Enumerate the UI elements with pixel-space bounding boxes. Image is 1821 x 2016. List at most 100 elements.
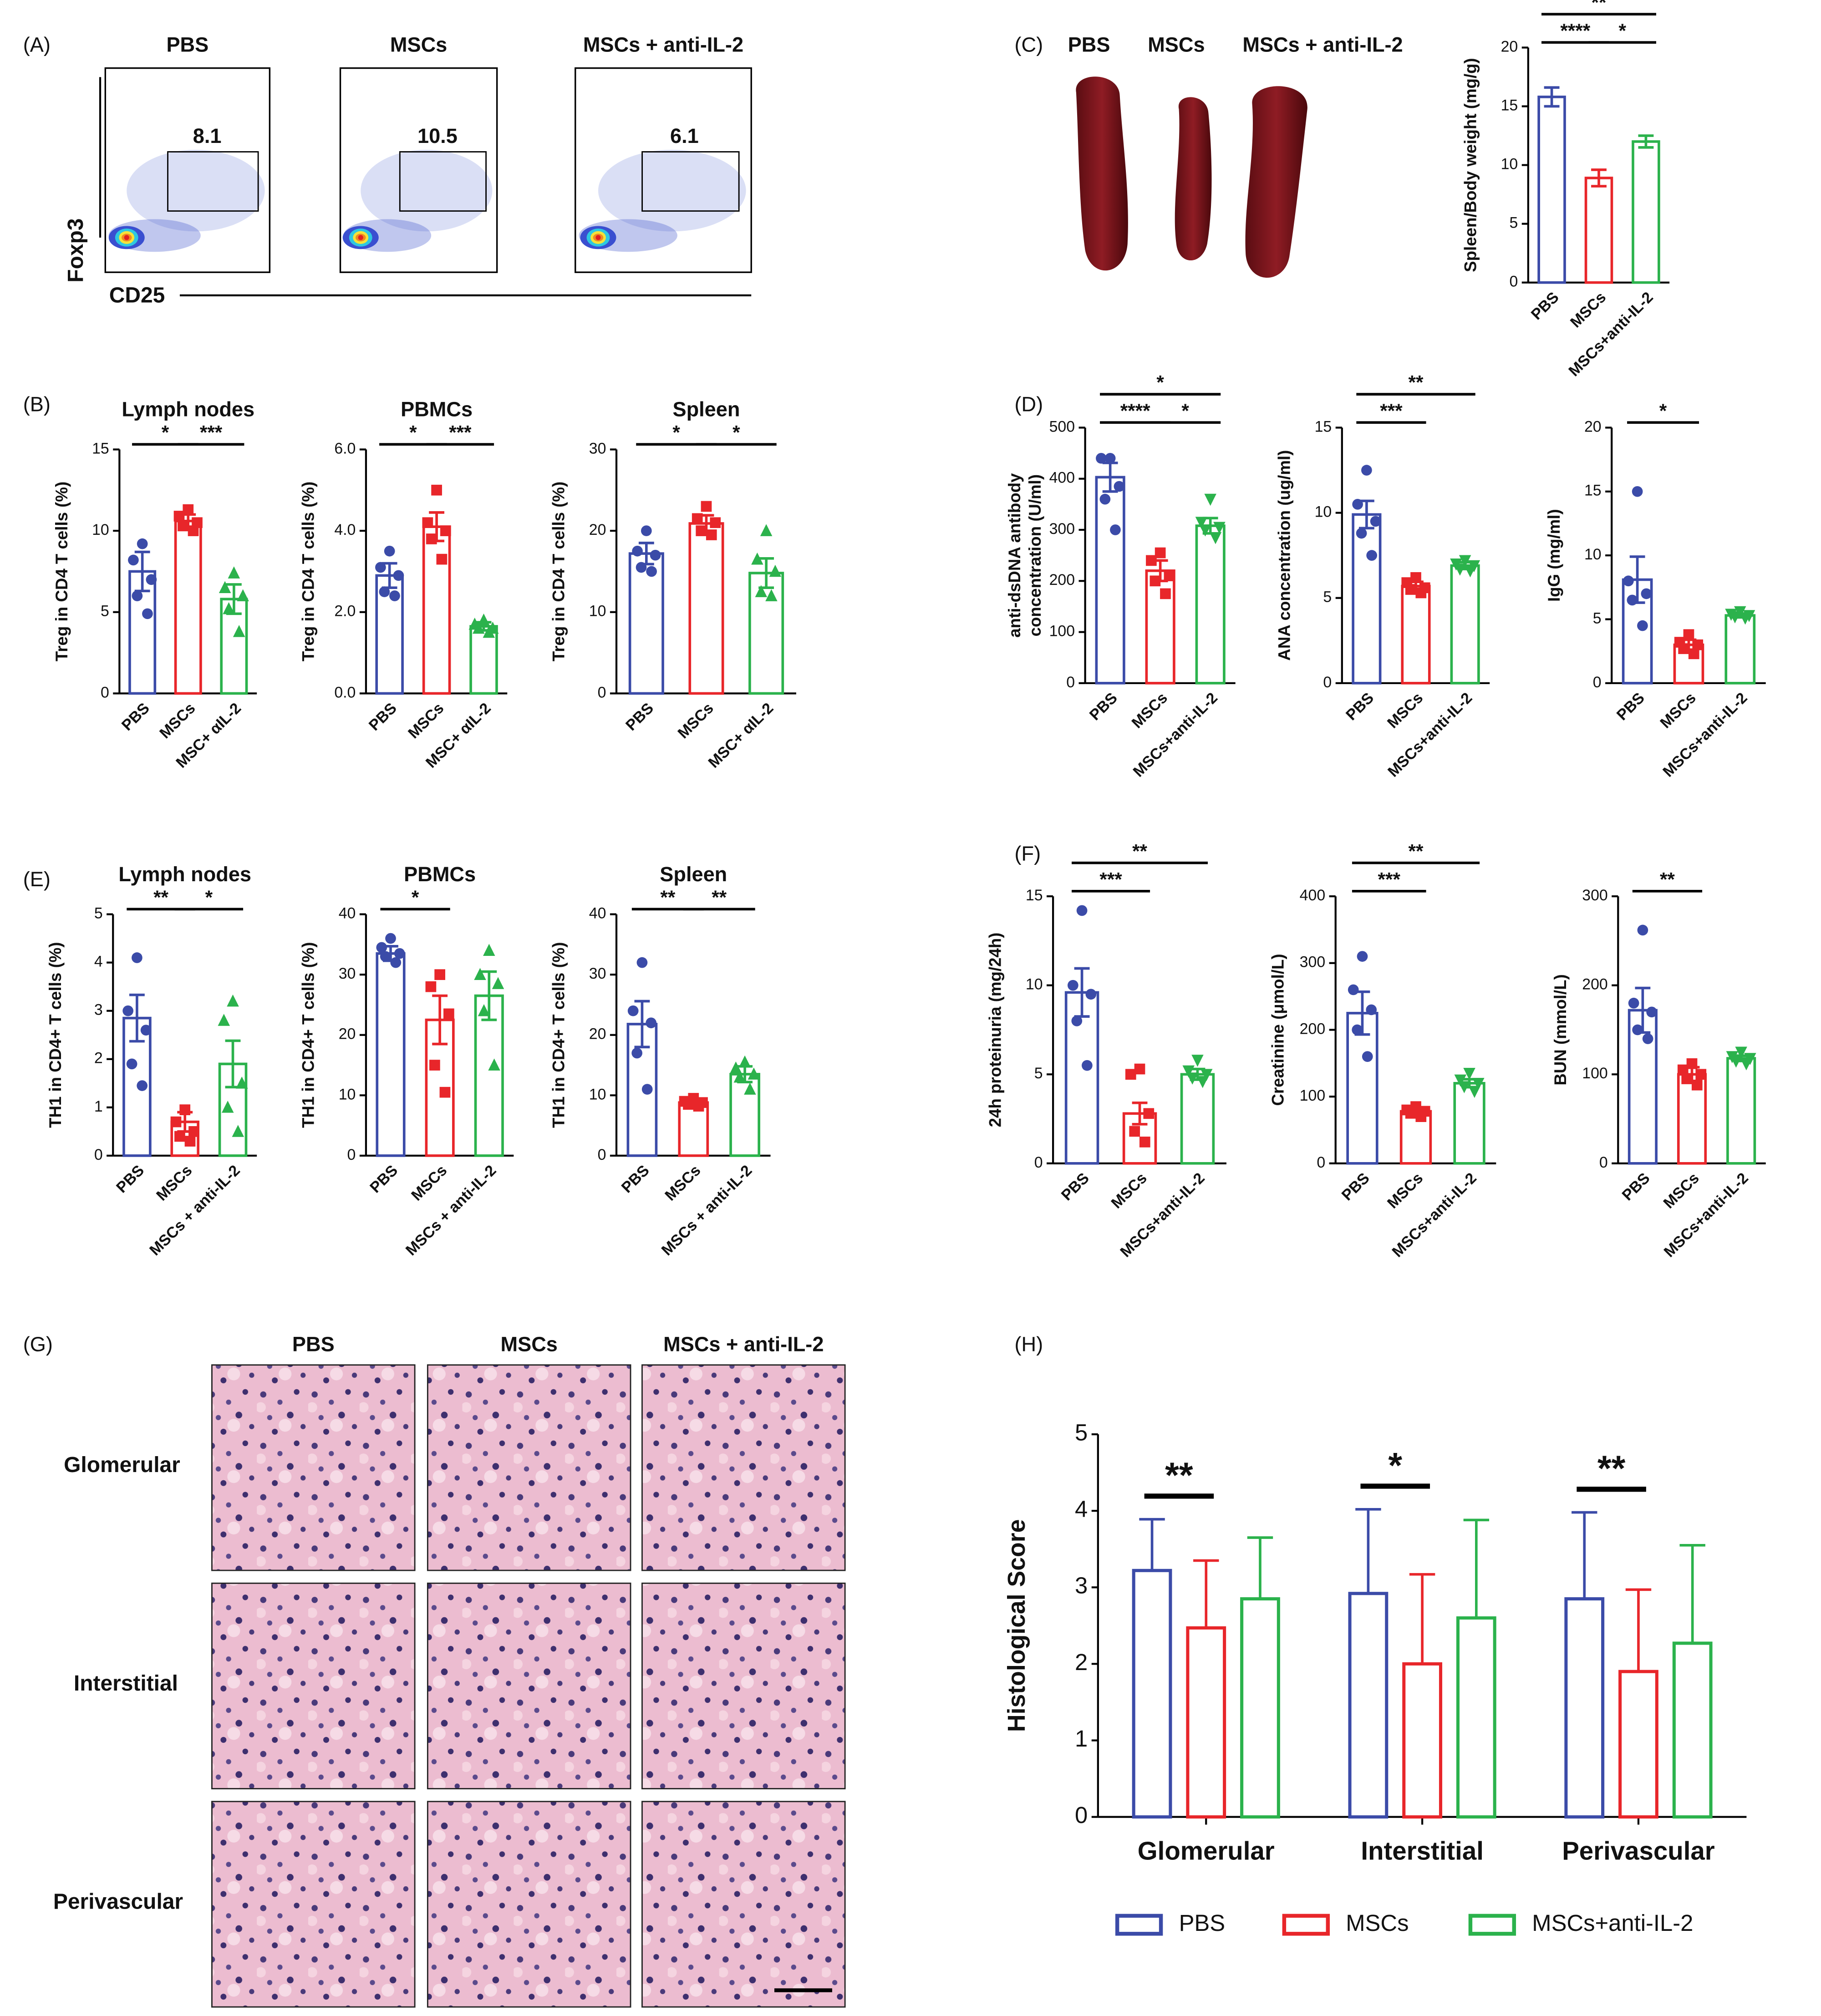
y-tick-label: 20 — [1501, 38, 1518, 55]
y-tick-label: 15 — [1584, 482, 1602, 499]
significance-label: * — [409, 422, 417, 443]
y-axis-label: Treg in CD4 T cells (%) — [549, 482, 568, 661]
data-point — [1200, 1069, 1213, 1081]
significance-label: * — [1181, 400, 1189, 421]
data-point — [227, 994, 239, 1007]
y-tick-label: 40 — [589, 905, 606, 922]
data-point — [188, 1126, 199, 1137]
y-tick-label: 30 — [339, 965, 356, 982]
panel-label: (C) — [1014, 33, 1043, 56]
y-tick-label: 10 — [1315, 503, 1332, 521]
bar — [1186, 1626, 1226, 1819]
x-tick-label: PBS — [366, 1162, 401, 1196]
data-point — [1472, 1077, 1485, 1090]
data-point — [1464, 565, 1476, 578]
x-tick-label: MSCs — [1384, 689, 1426, 731]
data-point — [483, 625, 495, 638]
data-point — [1076, 905, 1088, 916]
data-point — [233, 625, 245, 637]
data-point — [1686, 1058, 1698, 1069]
x-tick-label: MSCs — [1657, 689, 1699, 731]
data-point — [1186, 1072, 1199, 1085]
data-point — [1204, 493, 1216, 506]
y-axis-label: 24h proteinuria (mg/24h) — [986, 933, 1005, 1127]
data-point — [1641, 588, 1652, 599]
significance-label: *** — [1380, 400, 1403, 421]
significance-label: * — [1388, 1445, 1402, 1485]
histology-image — [211, 1364, 416, 1571]
column-label: PBS — [292, 1332, 335, 1356]
data-point — [1415, 1111, 1427, 1122]
data-point — [393, 570, 404, 581]
data-point — [1160, 588, 1171, 599]
panel-label: (B) — [23, 392, 51, 416]
data-point — [385, 933, 396, 944]
data-point — [1688, 648, 1699, 660]
x-tick-label: MSCs + anti-IL-2 — [402, 1162, 500, 1259]
data-point — [631, 1047, 643, 1059]
y-axis-label: ANA concentration (ug/ml) — [1275, 450, 1293, 661]
data-point — [1085, 989, 1097, 1000]
data-point — [218, 1014, 230, 1026]
bar — [1537, 96, 1566, 284]
legend-label: PBS — [1179, 1910, 1226, 1936]
data-point — [132, 952, 142, 963]
data-point — [1678, 643, 1689, 654]
y-tick-label: 4.0 — [334, 521, 356, 538]
data-point — [1677, 1064, 1689, 1076]
y-axis-label: Foxp3 — [64, 218, 88, 283]
significance-label: ** — [1165, 1455, 1193, 1495]
panel-label: (D) — [1014, 392, 1043, 416]
y-tick-label: 500 — [1049, 418, 1075, 435]
data-point — [1155, 547, 1166, 559]
y-tick-label: 10 — [339, 1086, 356, 1103]
data-point — [760, 524, 773, 536]
data-point — [379, 586, 390, 597]
x-tick-label: MSCs — [1129, 689, 1171, 731]
x-axis-label: CD25 — [109, 283, 165, 307]
data-point — [1683, 629, 1694, 640]
histology-image — [641, 1582, 846, 1790]
y-axis-label: TH1 in CD4+ T cells (%) — [549, 942, 568, 1128]
data-point — [188, 525, 199, 536]
data-point — [1114, 481, 1125, 492]
bar — [422, 525, 451, 695]
y-tick-label: 300 — [1300, 954, 1325, 971]
histology-grid — [211, 1364, 846, 2008]
data-point — [434, 969, 445, 980]
bar — [1352, 513, 1382, 685]
data-point — [1096, 452, 1107, 464]
y-tick-label: 30 — [589, 965, 606, 982]
x-tick-label: PBS — [366, 700, 400, 734]
data-point — [1199, 524, 1211, 537]
data-point — [232, 1125, 244, 1137]
data-point — [1459, 555, 1471, 568]
x-tick-label: PBS — [1338, 1169, 1373, 1204]
data-point — [1691, 1079, 1703, 1091]
y-tick-label: 5 — [101, 603, 109, 620]
y-tick-label: 0 — [1593, 674, 1602, 691]
significance-label: ** — [153, 887, 168, 908]
x-tick-label: Interstitial — [1361, 1837, 1484, 1865]
x-tick-label: PBS — [1058, 1169, 1093, 1204]
significance-label: * — [732, 422, 740, 443]
y-tick-label: 200 — [1049, 571, 1075, 589]
data-point — [1695, 1069, 1707, 1080]
histology-image — [427, 1364, 631, 1571]
data-point — [1209, 532, 1222, 544]
data-point — [632, 545, 643, 557]
data-point — [650, 549, 661, 561]
data-point — [1405, 1107, 1416, 1119]
histology-image — [427, 1582, 631, 1790]
data-point — [696, 525, 707, 536]
data-point — [132, 590, 143, 601]
data-point — [1361, 465, 1372, 476]
data-point — [142, 608, 153, 620]
x-tick-label: MSCs — [156, 700, 198, 742]
spleen-photo — [1175, 97, 1212, 261]
x-tick-label: MSCs — [153, 1162, 195, 1204]
spleen-photo — [1245, 86, 1307, 278]
y-tick-label: 0 — [598, 1146, 606, 1163]
significance-label: ** — [1597, 1448, 1626, 1488]
data-point — [1366, 1004, 1377, 1016]
